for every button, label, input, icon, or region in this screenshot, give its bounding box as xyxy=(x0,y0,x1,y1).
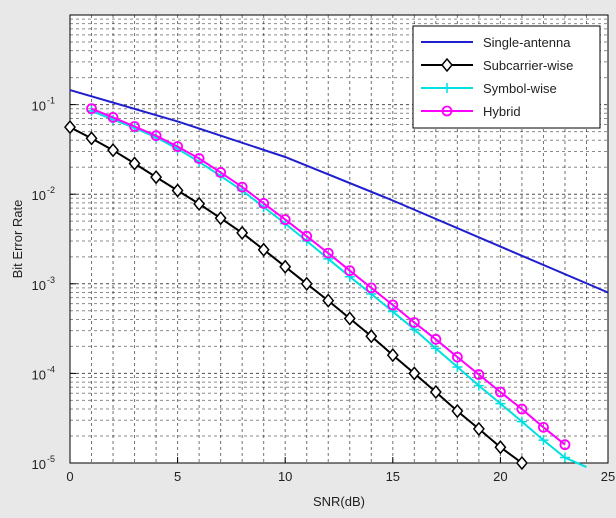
data-point xyxy=(516,416,527,427)
y-tick-label: 10 xyxy=(32,188,46,203)
x-tick-label: 25 xyxy=(601,469,615,484)
data-point xyxy=(193,153,205,164)
data-point xyxy=(451,403,464,419)
y-tick-exponent: -5 xyxy=(47,454,55,464)
legend-entry: Single-antenna xyxy=(483,35,571,50)
legend-entry: Symbol-wise xyxy=(483,81,557,96)
data-point xyxy=(193,196,206,212)
y-tick-label: 10 xyxy=(32,457,46,472)
series-hybrid xyxy=(86,103,571,451)
data-point xyxy=(257,242,270,257)
data-point xyxy=(387,306,398,317)
series-subcarrier-wise xyxy=(64,119,528,471)
data-point xyxy=(258,197,270,209)
data-point xyxy=(323,253,334,264)
x-tick-label: 5 xyxy=(174,469,181,484)
y-tick-label: 10 xyxy=(32,99,46,114)
legend-entry: Subcarrier-wise xyxy=(483,58,573,73)
series-line xyxy=(69,126,523,464)
data-point xyxy=(107,143,120,158)
data-point xyxy=(494,440,507,455)
data-point xyxy=(214,211,227,226)
data-point xyxy=(441,105,453,117)
data-point xyxy=(441,57,453,73)
data-point xyxy=(343,311,356,326)
series-single-antenna xyxy=(69,89,609,294)
data-point xyxy=(279,214,291,226)
data-point xyxy=(128,156,141,171)
data-point xyxy=(516,403,528,415)
legend-entry: Hybrid xyxy=(483,104,521,119)
y-tick-exponent: -4 xyxy=(47,364,55,374)
data-point xyxy=(171,183,184,198)
data-point xyxy=(430,343,441,354)
series-line xyxy=(91,109,587,469)
data-point xyxy=(85,131,98,146)
x-axis-label: SNR(dB) xyxy=(313,494,365,509)
data-point xyxy=(344,271,355,282)
data-point xyxy=(322,247,334,259)
data-point xyxy=(279,259,292,274)
legend: Single-antenna Subcarrier-wise Symbol-wise… xyxy=(412,25,601,129)
y-tick-exponent: -2 xyxy=(47,185,55,195)
data-point xyxy=(86,103,97,115)
data-point xyxy=(559,452,570,463)
data-point xyxy=(559,439,571,451)
data-point xyxy=(408,317,420,328)
data-point xyxy=(494,386,506,398)
data-point xyxy=(430,333,442,345)
data-point xyxy=(538,421,549,433)
data-point xyxy=(473,369,485,380)
data-point xyxy=(301,230,313,242)
data-point xyxy=(300,276,313,291)
data-point xyxy=(236,225,249,241)
y-tick-exponent: -1 xyxy=(47,96,55,106)
x-tick-label: 10 xyxy=(278,469,292,484)
data-point xyxy=(515,455,528,471)
data-point xyxy=(344,265,356,277)
data-point xyxy=(387,299,399,311)
data-point xyxy=(472,421,485,437)
series-line xyxy=(69,89,609,294)
data-point xyxy=(538,435,549,446)
data-point xyxy=(150,169,163,185)
data-point xyxy=(172,141,184,152)
data-point xyxy=(365,282,377,294)
x-tick-label: 20 xyxy=(493,469,507,484)
data-point xyxy=(473,380,484,391)
data-point xyxy=(129,121,140,132)
data-point xyxy=(150,130,162,142)
data-point xyxy=(409,324,420,335)
data-point xyxy=(366,288,377,299)
data-point xyxy=(408,366,421,381)
series-layer xyxy=(64,89,609,471)
series-line xyxy=(91,107,566,446)
x-tick-label: 15 xyxy=(386,469,400,484)
data-point xyxy=(107,111,119,123)
y-tick-label: 10 xyxy=(32,367,46,382)
data-point xyxy=(451,351,463,363)
data-point xyxy=(442,83,452,93)
data-point xyxy=(452,361,463,372)
y-tick-exponent: -3 xyxy=(47,275,55,285)
data-point xyxy=(236,181,248,193)
data-point xyxy=(429,384,442,400)
data-point xyxy=(386,347,399,363)
data-point xyxy=(322,293,335,308)
data-point xyxy=(495,398,506,409)
x-tick-label: 0 xyxy=(66,469,73,484)
data-point xyxy=(365,329,378,344)
data-point xyxy=(64,119,76,135)
data-point xyxy=(215,167,227,178)
y-axis-label: Bit Error Rate xyxy=(10,200,25,279)
y-tick-label: 10 xyxy=(32,278,46,293)
